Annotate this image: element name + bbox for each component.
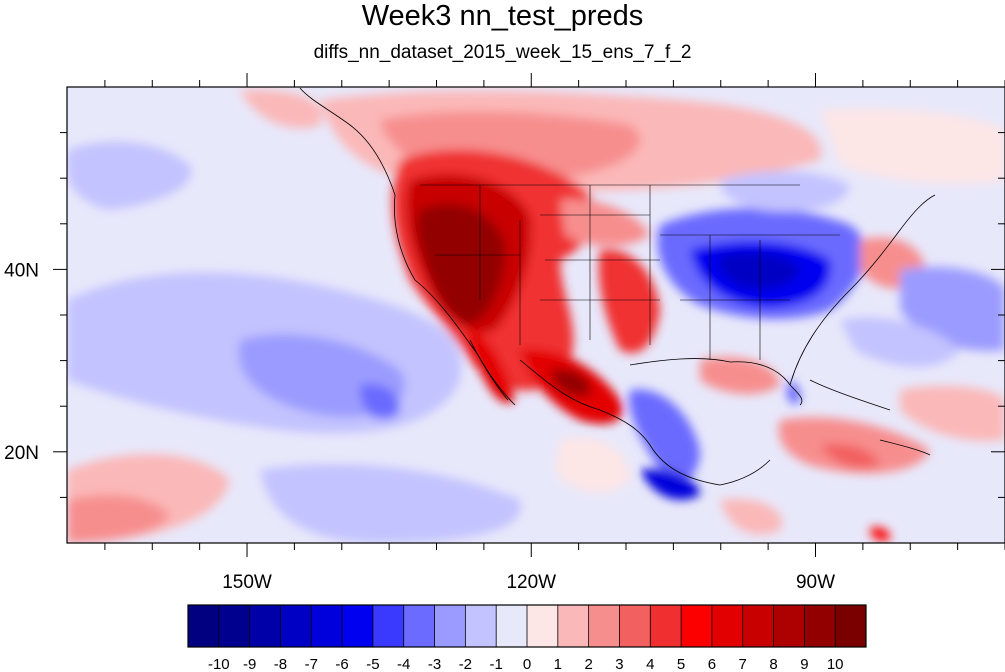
- map-field: [67, 87, 1005, 543]
- colorbar-swatch: [588, 605, 620, 647]
- patch: [555, 437, 630, 493]
- patch: [67, 495, 170, 543]
- colorbar-swatch: [249, 605, 281, 647]
- colorbar-label: 5: [677, 656, 685, 672]
- baja-coast-line: [469, 339, 509, 401]
- mexico-coast-line: [519, 359, 771, 486]
- patch: [560, 199, 650, 247]
- anomaly-patches: [67, 89, 1005, 543]
- patch: [640, 469, 700, 500]
- patch: [700, 356, 780, 395]
- patch: [260, 464, 522, 543]
- colorbar-swatch: [835, 605, 867, 647]
- colorbar-label: 7: [739, 656, 747, 672]
- colorbar-label: -6: [335, 656, 348, 672]
- lon-tick-label: 120W: [506, 572, 556, 593]
- colorbar-swatch: [496, 605, 528, 647]
- colorbar: -10 -9 -8 -7 -6 -5 -4 -3 -2 -1 0 1 2 3 4 5 6 7 8 9 10: [187, 604, 867, 672]
- patch: [720, 170, 850, 212]
- colorbar-swatch: [465, 605, 497, 647]
- patch: [360, 384, 400, 420]
- colorbar-frame: [187, 604, 867, 648]
- patch: [786, 380, 801, 405]
- lat-tick-label: 40N: [4, 260, 39, 281]
- colorbar-swatch: [804, 605, 836, 647]
- colorbar-label: 2: [584, 656, 592, 672]
- patch: [840, 317, 960, 367]
- colorbar-swatch: [619, 605, 651, 647]
- patch: [820, 108, 1005, 185]
- patch: [67, 141, 192, 210]
- patch: [778, 417, 930, 474]
- lon-tick-label: 90W: [796, 572, 835, 593]
- colorbar-label: 10: [827, 656, 844, 672]
- caribbean-islands: [809, 379, 931, 456]
- colorbar-label: 3: [615, 656, 623, 672]
- colorbar-label: -3: [428, 656, 441, 672]
- colorbar-swatch: [280, 605, 312, 647]
- axis-ticks: 150W 120W 90W 40N 20N: [4, 73, 1005, 593]
- colorbar-label: 1: [554, 656, 562, 672]
- colorbar-swatch: [372, 605, 405, 647]
- colorbar-label: -9: [243, 656, 256, 672]
- patch: [870, 527, 891, 542]
- lon-tick-label: 150W: [222, 572, 272, 593]
- colorbar-swatch: [681, 605, 713, 647]
- colorbar-swatch: [342, 605, 374, 647]
- colorbar-swatch: [311, 605, 343, 647]
- colorbar-label: 4: [646, 656, 654, 672]
- plot-title: Week3 nn_test_preds: [361, 0, 644, 32]
- colorbar-swatch: [527, 605, 559, 647]
- colorbar-swatch: [742, 605, 775, 647]
- colorbar-label: 6: [708, 656, 716, 672]
- state-boundaries: [420, 184, 840, 360]
- plot-subtitle: diffs_nn_dataset_2015_week_15_ens_7_f_2: [313, 42, 692, 63]
- colorbar-label: -2: [459, 656, 472, 672]
- east-coast-line: [789, 194, 936, 386]
- colorbar-swatch: [557, 605, 590, 647]
- lat-tick-label: 20N: [4, 443, 39, 464]
- colorbar-label: 8: [769, 656, 777, 672]
- colorbar-swatch: [650, 605, 682, 647]
- patch: [417, 204, 505, 325]
- colorbar-label: -7: [305, 656, 318, 672]
- colorbar-label: 9: [800, 656, 808, 672]
- patch: [720, 499, 782, 535]
- patch: [598, 249, 660, 354]
- colorbar-swatch: [773, 605, 805, 647]
- colorbar-label: -8: [274, 656, 287, 672]
- patch: [468, 325, 515, 404]
- patch: [820, 443, 880, 469]
- colorbar-label: -10: [208, 656, 230, 672]
- colorbar-label: -4: [397, 656, 410, 672]
- colorbar-label: -1: [490, 656, 503, 672]
- colorbar-label: 0: [523, 656, 531, 672]
- patch: [900, 385, 1005, 441]
- colorbar-swatch: [188, 605, 220, 647]
- patch: [629, 389, 700, 481]
- colorbar-swatch: [711, 605, 744, 647]
- colorbar-swatch: [403, 605, 436, 647]
- colorbar-label: -5: [366, 656, 379, 672]
- coastlines: [299, 87, 936, 486]
- gulf-coast-line: [629, 358, 803, 406]
- colorbar-swatch: [218, 605, 251, 647]
- patch: [718, 252, 800, 290]
- patch: [550, 369, 591, 397]
- colorbar-swatch: [434, 605, 466, 647]
- patch: [240, 89, 322, 129]
